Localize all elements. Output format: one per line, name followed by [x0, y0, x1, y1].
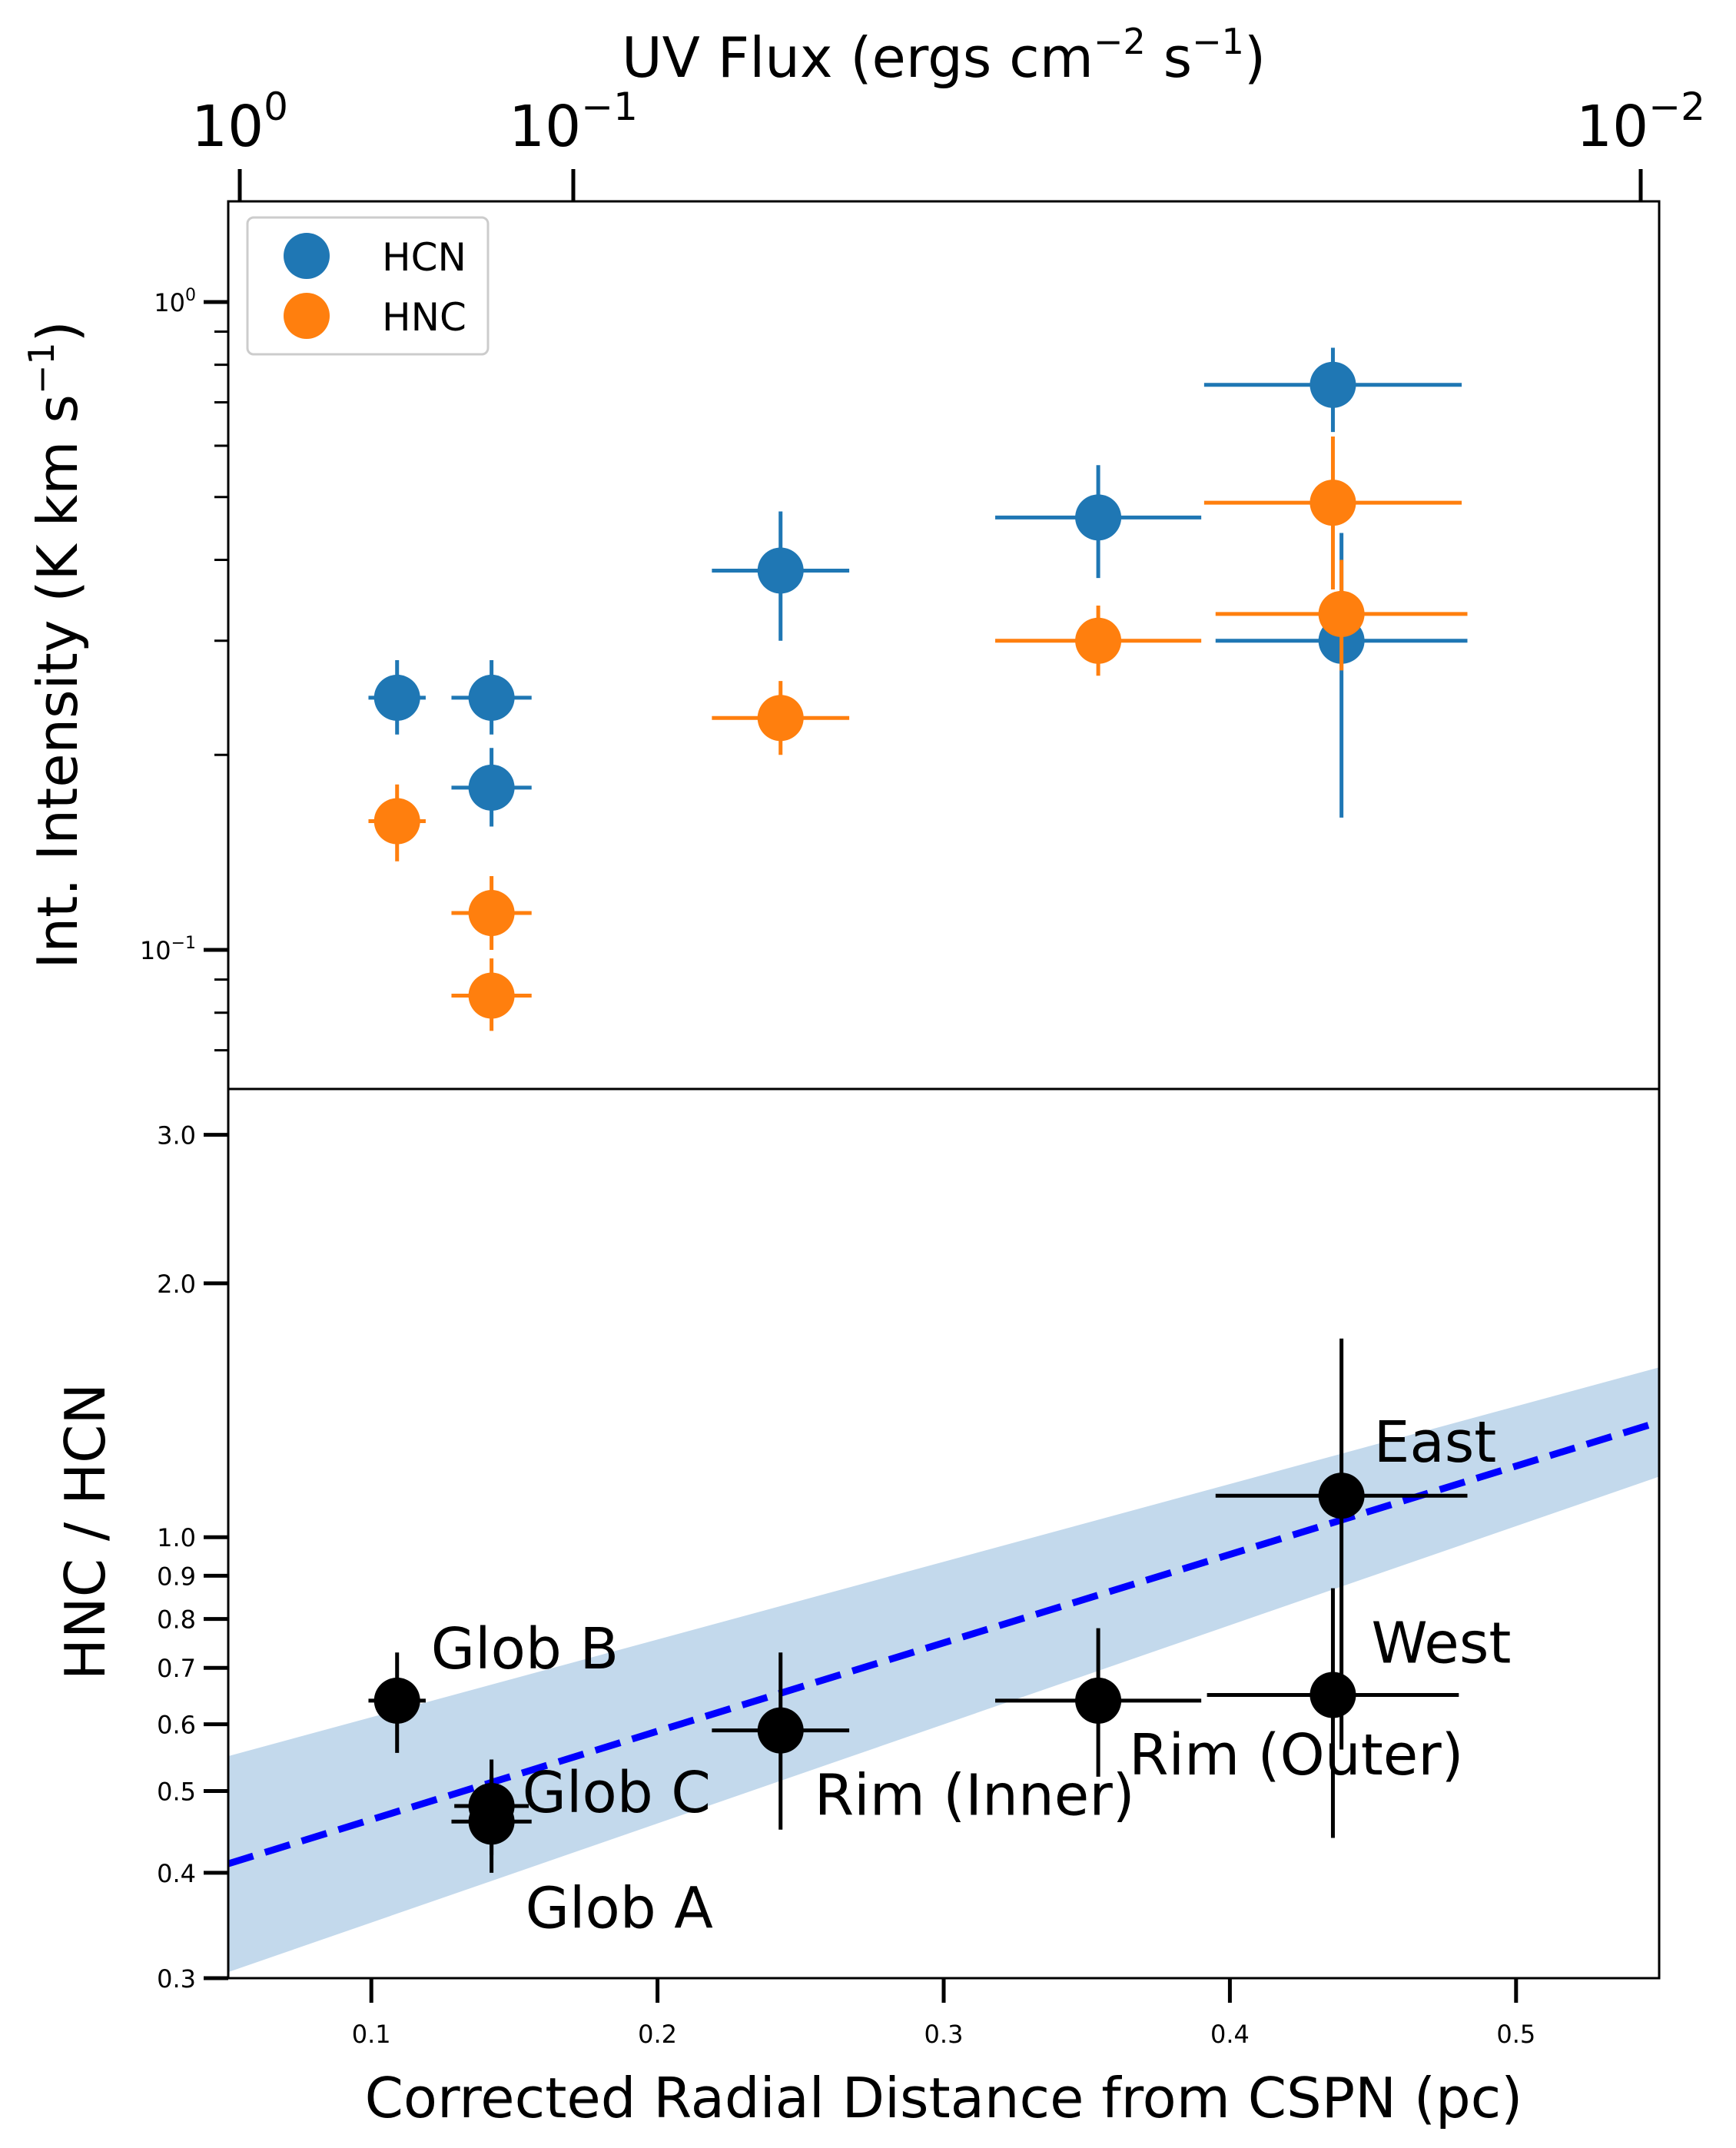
point-label: Glob C — [523, 1760, 711, 1826]
ratio-point — [712, 1652, 850, 1830]
x-tick-label: 0.2 — [638, 2020, 677, 2049]
ratio-marker — [373, 1677, 420, 1724]
y-tick-label: 0.8 — [157, 1605, 196, 1635]
legend-label-hcn: HCN — [382, 235, 466, 280]
point-label: West — [1371, 1611, 1511, 1677]
ratio-marker — [1309, 1672, 1356, 1718]
point-label: Glob A — [526, 1875, 714, 1941]
hnc-point — [451, 875, 532, 951]
hcn-point — [451, 660, 532, 735]
x-tick-label: 0.1 — [352, 2020, 391, 2049]
fit-band-layer — [228, 1367, 1659, 1973]
hnc-marker — [468, 972, 515, 1019]
legend: HCN HNC — [246, 216, 490, 356]
x-tick-label: 0.3 — [924, 2020, 964, 2049]
ratio-point — [368, 1652, 426, 1753]
hcn-marker — [1075, 494, 1122, 541]
point-labels: Glob B Glob C Glob A Rim (Inner)Rim (Outer)… — [431, 1409, 1512, 1941]
y-tick-label: 100 — [154, 286, 196, 317]
bottom-y-axis-label: HNC / HCN — [53, 1383, 118, 1681]
hnc-marker — [373, 798, 420, 845]
bottom-panel: 0.3 0.4 0.5 0.6 0.7 0.8 0.9 1.0 2.0 3.0 0.1 0.2 0.3… — [53, 1087, 1661, 2130]
y-tick-label: 0.9 — [157, 1562, 196, 1591]
top-tick-label: 100 — [191, 85, 288, 160]
hcn-marker — [1309, 361, 1356, 408]
y-tick-label: 0.7 — [157, 1654, 196, 1683]
hnc-marker — [1309, 480, 1356, 526]
hcn-point — [712, 511, 850, 641]
y-tick-label: 2.0 — [157, 1270, 196, 1299]
ratio-point — [995, 1628, 1202, 1777]
ratio-point — [451, 1776, 532, 1873]
ratio-points-layer — [368, 1338, 1468, 1873]
point-label: East — [1374, 1409, 1497, 1476]
hnc-point — [1203, 436, 1462, 590]
hnc-point — [451, 958, 532, 1031]
top-axis-ticks: 100 10−1 10−2 — [191, 85, 1705, 201]
hcn-point — [995, 465, 1202, 579]
y-tick-label: 10−1 — [140, 934, 196, 965]
hnc-point — [712, 681, 850, 755]
legend-marker-hnc — [284, 293, 330, 339]
ratio-point — [1207, 1588, 1459, 1838]
legend-marker-hcn — [284, 233, 330, 279]
ratio-marker — [1075, 1677, 1122, 1724]
y-tick-label: 0.4 — [157, 1859, 196, 1888]
y-tick-label: 0.3 — [157, 1964, 196, 1994]
hcn-point — [1203, 347, 1462, 433]
hcn-marker — [757, 547, 804, 594]
hcn-marker — [468, 764, 515, 811]
ratio-marker — [1318, 1472, 1365, 1519]
hnc-point — [368, 784, 426, 862]
ratio-marker — [757, 1707, 804, 1754]
ratio-marker — [468, 1798, 515, 1845]
hnc-marker — [1318, 590, 1365, 637]
hcn-point — [368, 660, 426, 735]
top-series-layer — [368, 347, 1468, 1031]
top-panel: 100 10−1 Int. Intensity (K km s−1) HCN HN… — [21, 200, 1661, 1091]
hnc-point — [995, 605, 1202, 676]
hnc-marker — [757, 695, 804, 742]
x-tick-label: 0.5 — [1496, 2020, 1535, 2049]
point-label: Rim (Outer) — [1129, 1722, 1463, 1788]
confidence-band — [228, 1367, 1659, 1973]
hnc-point — [1215, 559, 1468, 671]
top-axis-label: UV Flux (ergs cm−2 s−1) — [622, 21, 1266, 90]
bottom-x-axis-label: Corrected Radial Distance from CSPN (pc) — [365, 2066, 1523, 2130]
bottom-y-axis: 0.3 0.4 0.5 0.6 0.7 0.8 0.9 1.0 2.0 3.0 — [157, 1121, 228, 1994]
hcn-marker — [373, 674, 420, 721]
hnc-marker — [1075, 617, 1122, 664]
y-tick-label: 3.0 — [157, 1121, 196, 1150]
top-y-axis: 100 10−1 — [140, 286, 228, 1052]
y-tick-label: 0.6 — [157, 1711, 196, 1740]
top-tick-label: 10−1 — [509, 85, 638, 160]
hcn-point — [451, 748, 532, 827]
top-y-axis-label: Int. Intensity (K km s−1) — [21, 320, 90, 968]
top-tick-label: 10−2 — [1576, 85, 1705, 160]
point-label: Glob B — [431, 1616, 619, 1682]
point-label: Rim (Inner) — [815, 1763, 1135, 1829]
y-tick-label: 0.5 — [157, 1778, 196, 1807]
legend-label-hnc: HNC — [382, 295, 466, 340]
hnc-marker — [468, 890, 515, 937]
y-tick-label: 1.0 — [157, 1523, 196, 1552]
hcn-marker — [468, 674, 515, 721]
x-tick-label: 0.4 — [1210, 2020, 1250, 2049]
bottom-x-axis: 0.1 0.2 0.3 0.4 0.5 — [352, 1978, 1535, 2049]
